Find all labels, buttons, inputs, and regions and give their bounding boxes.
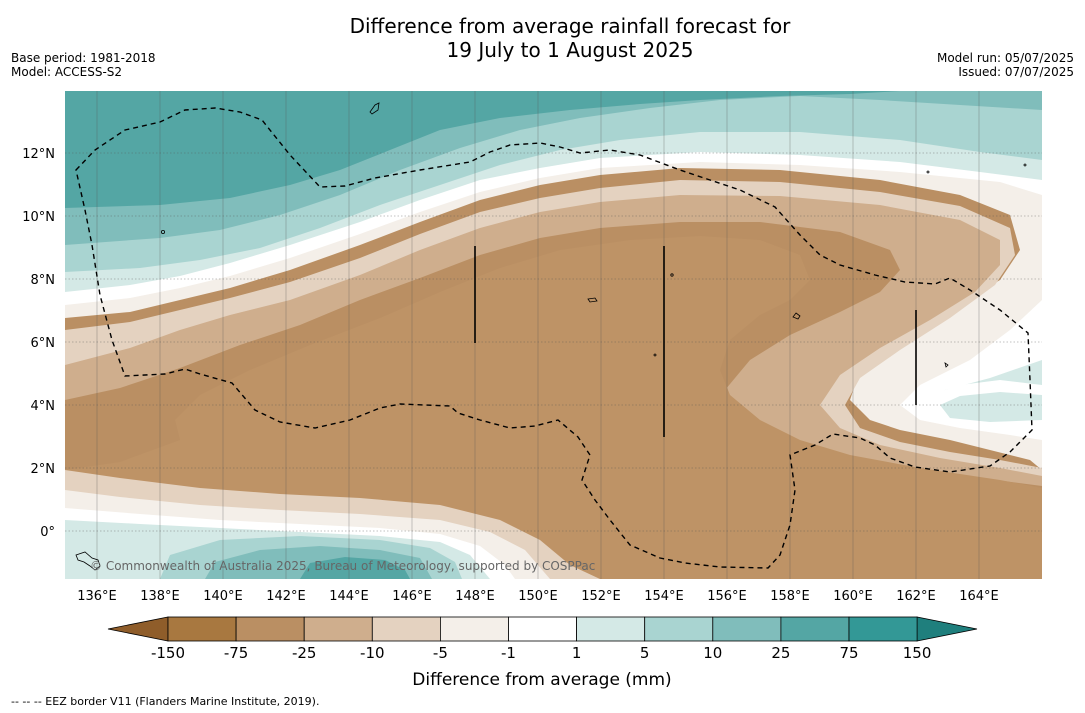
band-dry-minus75 xyxy=(65,236,1042,579)
band-south-75 xyxy=(300,557,410,579)
rainfall-anomaly-field xyxy=(65,91,1042,579)
title-line-2: 19 July to 1 August 2025 xyxy=(446,38,694,62)
lon-label: 144°E xyxy=(329,589,369,604)
lon-label: 162°E xyxy=(896,589,936,604)
colorbar-label: Difference from average (mm) xyxy=(412,670,671,690)
lon-label: 156°E xyxy=(707,589,747,604)
colorbar-tick-label: -150 xyxy=(151,644,185,662)
lon-label: 142°E xyxy=(266,589,306,604)
longitude-labels: 136°E 138°E 140°E 142°E 144°E 146°E 148°E 150°E… xyxy=(77,589,999,604)
band-wet-25 xyxy=(65,91,900,208)
lon-label: 138°E xyxy=(140,589,180,604)
colorbar-cell xyxy=(644,616,714,642)
eez-border-palau-fsm xyxy=(75,107,1033,569)
band-east-teal xyxy=(940,392,1042,422)
title-line-1: Difference from average rainfall forecas… xyxy=(349,14,791,38)
lon-label: 148°E xyxy=(455,589,495,604)
colorbar-cell xyxy=(371,616,441,642)
colorbar-cell xyxy=(235,616,305,642)
lon-label: 136°E xyxy=(77,589,117,604)
lat-label: 2°N xyxy=(31,462,56,477)
lat-label: 10°N xyxy=(22,210,55,225)
base-period: Base period: 1981-2018 xyxy=(11,51,156,65)
map-title: Difference from average rainfall forecas… xyxy=(0,14,1085,62)
colorbar-tick-label: 25 xyxy=(771,644,790,662)
eez-footnote: -- -- -- EEZ border V11 (Flanders Marine… xyxy=(11,695,320,708)
colorbar-tick-label: -75 xyxy=(224,644,249,662)
colorbar-cell xyxy=(439,616,509,642)
model-run: Model run: 05/07/2025 xyxy=(936,51,1074,65)
meta-left: Base period: 1981-2018 Model: ACCESS-S2 xyxy=(11,51,156,79)
lon-label: 164°E xyxy=(959,589,999,604)
lon-label: 160°E xyxy=(833,589,873,604)
colorbar-cell xyxy=(576,616,646,642)
colorbar-tick-label: 10 xyxy=(703,644,722,662)
colorbar-tick-label: -10 xyxy=(360,644,385,662)
lat-label: 4°N xyxy=(31,399,56,414)
lon-label: 154°E xyxy=(644,589,684,604)
colorbar-cell xyxy=(848,616,918,642)
colorbar-cell xyxy=(780,616,850,642)
colorbar-cell xyxy=(303,616,373,642)
colorbar-tick-label: -1 xyxy=(501,644,516,662)
lon-label: 150°E xyxy=(518,589,558,604)
lon-label: 146°E xyxy=(392,589,432,604)
colorbar-tick-label: -25 xyxy=(292,644,317,662)
colorbar-tick-label: 5 xyxy=(640,644,650,662)
colorbar-tick-label: 1 xyxy=(572,644,582,662)
issued-date: Issued: 07/07/2025 xyxy=(958,65,1074,79)
lat-label: 12°N xyxy=(22,147,55,162)
lon-label: 140°E xyxy=(203,589,243,604)
copyright-notice: © Commonwealth of Australia 2025, Bureau… xyxy=(90,559,595,573)
colorbar: -150 -75 -25 -10 -5 -1 1 5 10 25 75 150 xyxy=(107,616,978,662)
colorbar-tick-label: 150 xyxy=(903,644,932,662)
lat-label: 6°N xyxy=(31,336,56,351)
latitude-labels: 12°N 10°N 8°N 6°N 4°N 2°N 0° xyxy=(22,147,55,540)
lon-label: 158°E xyxy=(770,589,810,604)
lat-label: 8°N xyxy=(31,273,56,288)
colorbar-over-triangle xyxy=(916,616,978,642)
model-name: Model: ACCESS-S2 xyxy=(11,65,123,79)
lat-label: 0° xyxy=(40,525,55,540)
meta-right: Model run: 05/07/2025 Issued: 07/07/2025 xyxy=(937,51,1074,79)
colorbar-under-triangle xyxy=(107,616,169,642)
colorbar-cell xyxy=(712,616,782,642)
colorbar-cell xyxy=(167,616,237,642)
colorbar-tick-label: -5 xyxy=(433,644,448,662)
colorbar-cell xyxy=(508,616,577,642)
islands xyxy=(75,102,1027,571)
lon-label: 152°E xyxy=(581,589,621,604)
maritime-boundary-lines xyxy=(474,246,917,437)
colorbar-tick-label: 75 xyxy=(839,644,858,662)
